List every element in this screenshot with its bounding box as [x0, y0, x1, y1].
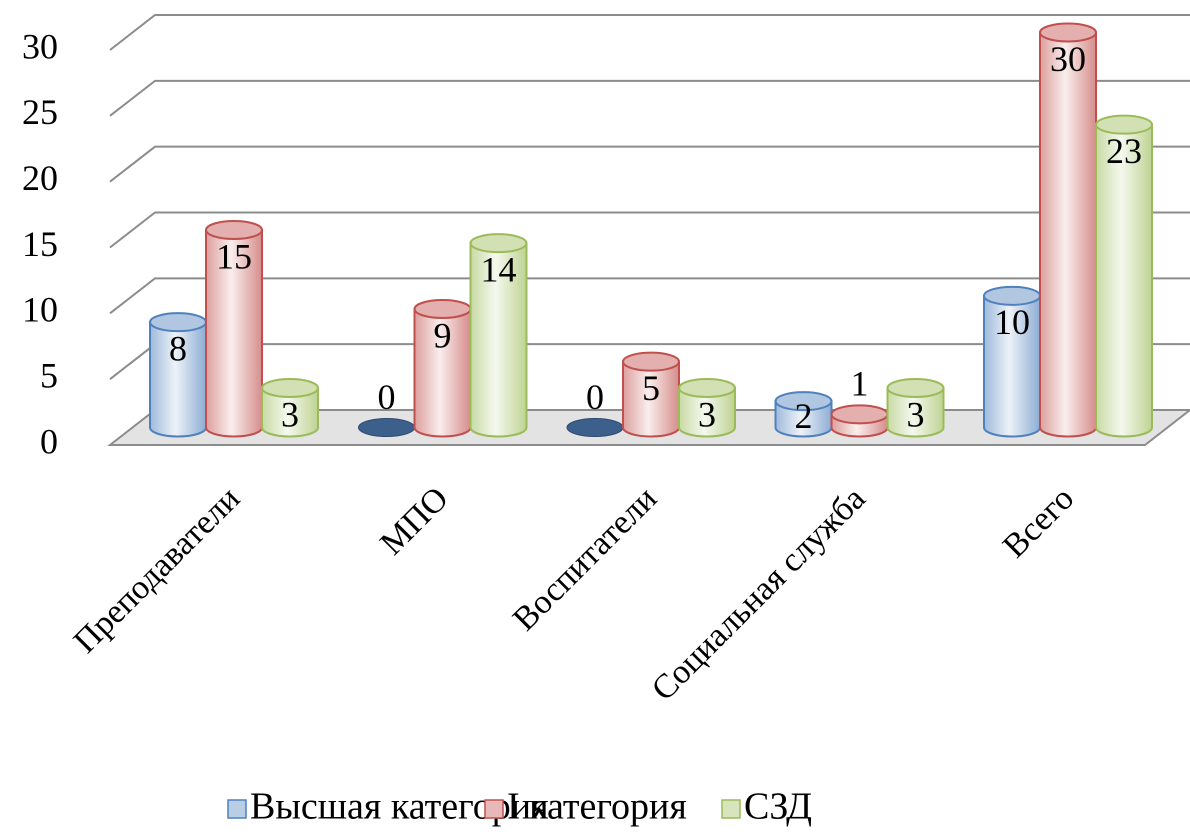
data-label: 0	[378, 377, 396, 417]
data-label: 3	[907, 394, 925, 434]
bar-top	[1095, 114, 1153, 135]
y-tick-label: 0	[40, 421, 58, 461]
grid-line	[109, 277, 1190, 315]
bar-top	[261, 378, 319, 398]
y-tick-label: 25	[22, 92, 58, 132]
legend-swatch	[227, 799, 247, 819]
grid-line	[109, 79, 1190, 117]
data-label: 3	[698, 394, 716, 434]
bar	[678, 387, 736, 438]
x-tick-label: Воспитатели	[506, 480, 664, 638]
data-label: 30	[1050, 39, 1086, 79]
data-label: 2	[795, 396, 813, 436]
bar-top	[886, 378, 945, 398]
data-label: 23	[1106, 131, 1142, 171]
bar	[261, 387, 319, 438]
data-label: 14	[481, 249, 517, 289]
bar	[566, 418, 624, 437]
legend-swatch	[484, 799, 504, 819]
bar-top	[622, 351, 680, 372]
data-label: 9	[434, 315, 452, 355]
legend-swatch	[721, 799, 741, 819]
grid-line	[109, 14, 1190, 51]
y-tick-label: 30	[22, 26, 58, 66]
bar	[358, 418, 415, 437]
data-label: 1	[851, 364, 869, 404]
y-tick-label: 15	[22, 224, 58, 264]
legend-label: Высшая категория	[250, 786, 549, 828]
bar	[886, 387, 945, 438]
data-label: 8	[169, 328, 187, 368]
data-label: 10	[994, 302, 1030, 342]
bar	[1039, 31, 1097, 438]
y-tick-label: 5	[40, 355, 58, 395]
y-tick-label: 10	[22, 290, 58, 330]
legend-label: I категория	[507, 786, 687, 828]
x-tick-label: Всего	[996, 480, 1081, 565]
grid-line	[109, 211, 1190, 249]
data-label: 15	[216, 236, 252, 276]
data-label: 5	[642, 368, 660, 408]
x-tick-label: Социальная служба	[645, 480, 873, 708]
bar-top	[205, 220, 263, 240]
bar	[469, 242, 528, 438]
bar-top	[774, 391, 833, 412]
legend-label: СЗД	[744, 786, 812, 828]
x-tick-label: МПО	[373, 480, 455, 562]
data-label: 0	[586, 377, 604, 417]
x-tick-label: Преподаватели	[67, 480, 247, 660]
bar-top	[678, 378, 736, 398]
bar-top	[830, 404, 889, 425]
data-label: 3	[281, 394, 299, 434]
y-tick-label: 20	[22, 158, 58, 198]
bar-top	[1039, 22, 1097, 43]
bar	[1095, 123, 1153, 438]
bar-top	[469, 233, 528, 254]
grid-line	[109, 145, 1190, 183]
